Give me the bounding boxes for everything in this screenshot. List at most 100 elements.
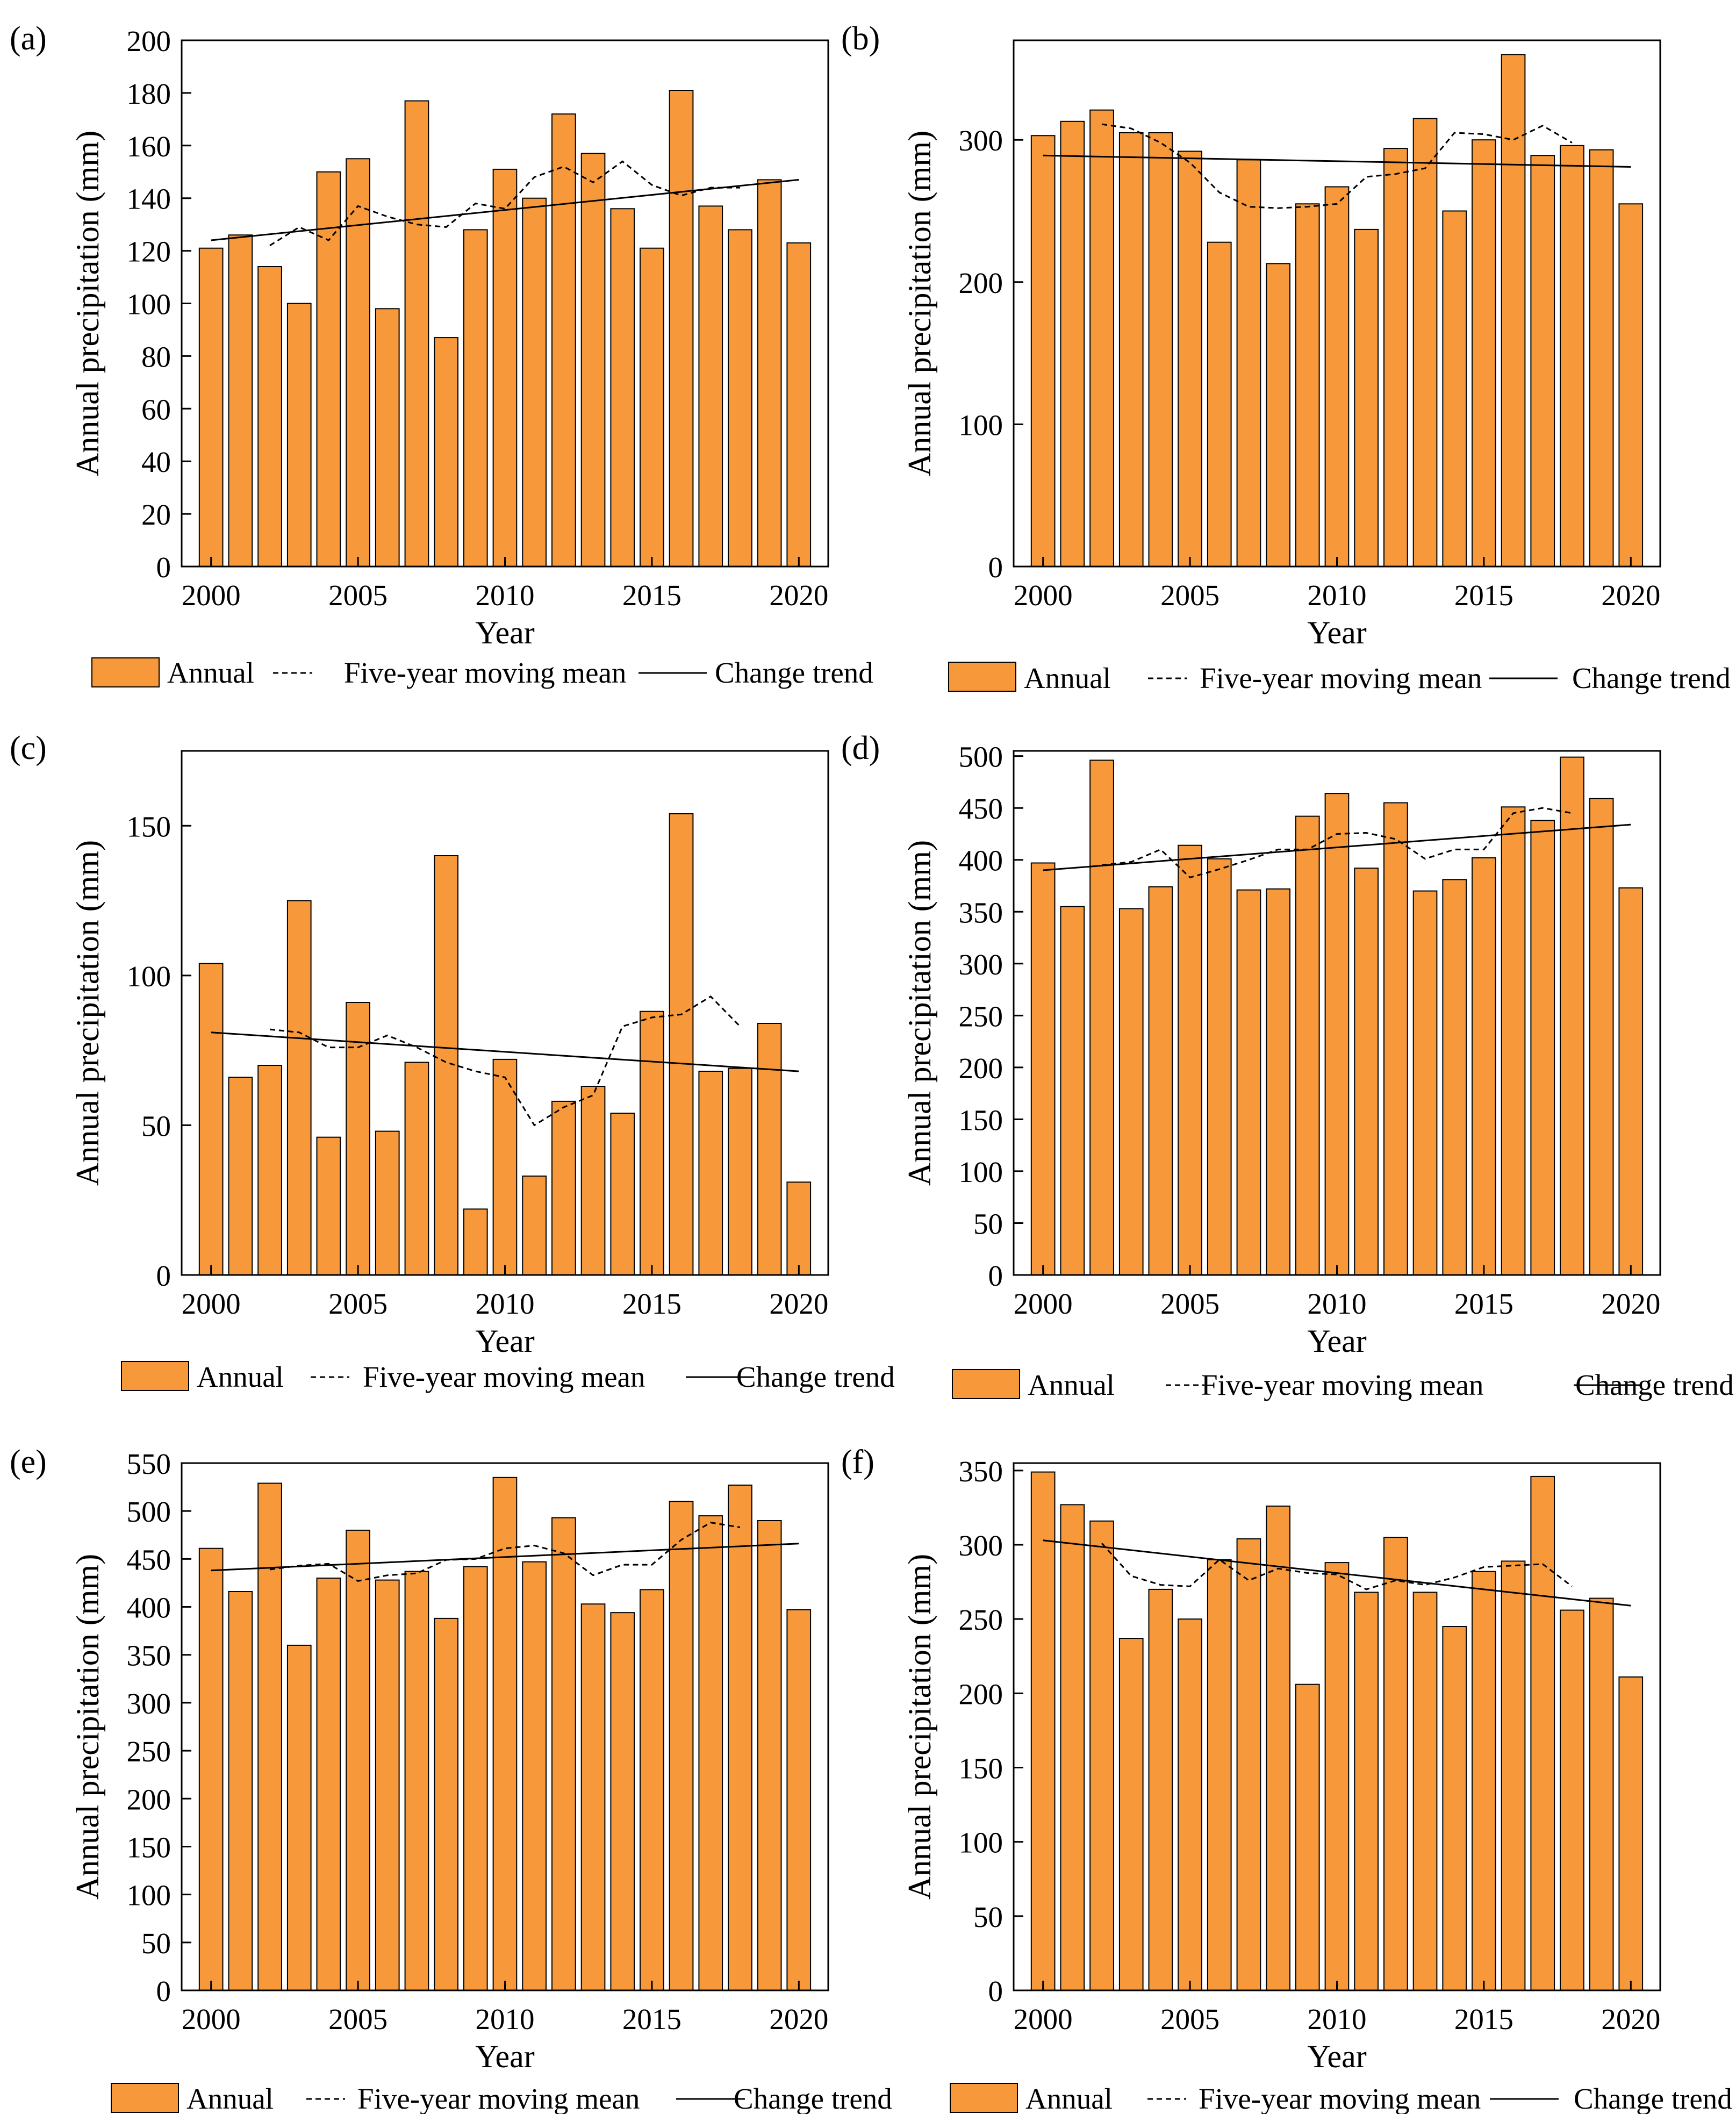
y-tick-label: 300 xyxy=(127,1687,171,1720)
y-axis-title: Annual precipitation (mm) xyxy=(902,1554,937,1900)
bar xyxy=(1207,1559,1232,1991)
y-axis-title: Annual precipitation (mm) xyxy=(70,840,105,1186)
x-tick-label: 2000 xyxy=(182,2003,241,2036)
moving-mean-line xyxy=(1101,807,1573,879)
bar xyxy=(198,1547,224,1991)
bar xyxy=(404,100,429,568)
legend-annual-swatch xyxy=(950,2083,1018,2113)
bar xyxy=(1178,151,1202,567)
y-tick-label: 400 xyxy=(127,1592,171,1624)
y-tick-label: 350 xyxy=(959,896,1003,929)
bar xyxy=(1178,1618,1202,1991)
chart-panel: (a) 0 20 40 60 80 100 120 140 160 180 200 2000 2005 20… xyxy=(10,20,873,689)
legend-annual-label: Annual xyxy=(1025,2082,1113,2114)
y-tick-label: 150 xyxy=(959,1103,1003,1136)
x-tick-label: 2020 xyxy=(769,2003,828,2036)
bar xyxy=(522,197,547,567)
bar xyxy=(698,1515,723,1991)
x-tick-label: 2010 xyxy=(1308,2003,1367,2036)
bar xyxy=(1148,886,1173,1275)
legend-moving-mean-label: Five-year moving mean xyxy=(1201,1368,1483,1401)
trend-line xyxy=(211,178,799,241)
y-tick-label: 150 xyxy=(959,1752,1003,1785)
x-tick-label: 2010 xyxy=(1308,1287,1367,1320)
bar xyxy=(434,1617,458,1991)
bar xyxy=(1089,109,1114,567)
y-tick-label: 160 xyxy=(127,130,171,163)
bar xyxy=(434,337,458,567)
panel-label: (b) xyxy=(841,20,880,57)
y-tick-label: 200 xyxy=(959,1678,1003,1710)
bar xyxy=(1412,118,1438,567)
y-tick-label: 100 xyxy=(127,1879,171,1912)
bar xyxy=(786,1609,812,1991)
x-tick-label: 2000 xyxy=(182,1287,241,1320)
chart-panel: (b) 0 100 200 300 2000 2005 2010 2015 2020 Year Ann… xyxy=(841,20,1731,694)
bar xyxy=(1501,806,1526,1276)
legend: Annual Five-year moving mean Change trend xyxy=(948,662,1731,694)
y-tick-label: 0 xyxy=(988,1975,1003,2008)
x-tick-label: 2005 xyxy=(1160,1287,1219,1320)
panel-label: (a) xyxy=(10,20,47,57)
y-axis-title: Annual precipitation (mm) xyxy=(70,1554,105,1900)
bar xyxy=(1324,186,1350,567)
bar xyxy=(580,1603,606,1991)
y-tick-label: 200 xyxy=(959,267,1003,299)
bar xyxy=(492,1477,518,1991)
y-tick-label: 200 xyxy=(127,1783,171,1816)
legend-moving-mean-label: Five-year moving mean xyxy=(357,2082,640,2114)
y-tick-label: 450 xyxy=(959,792,1003,825)
bar xyxy=(728,229,752,567)
legend-moving-mean-label: Five-year moving mean xyxy=(344,656,626,689)
bar xyxy=(375,308,400,567)
trend-line xyxy=(1043,154,1631,168)
bar xyxy=(610,1612,635,1991)
legend-annual-swatch xyxy=(111,2083,179,2113)
bar xyxy=(1501,1560,1526,1991)
x-tick-label: 2015 xyxy=(1454,579,1513,612)
bar xyxy=(728,1067,752,1275)
bar xyxy=(316,1578,341,1991)
x-tick-label: 2005 xyxy=(328,1287,388,1320)
bar xyxy=(346,1529,370,1991)
panel-label: (d) xyxy=(841,730,880,766)
y-tick-label: 120 xyxy=(127,235,171,268)
y-tick-label: 50 xyxy=(141,1109,171,1142)
bar xyxy=(1178,844,1202,1275)
x-axis-title: Year xyxy=(475,1323,535,1359)
bar xyxy=(228,1077,253,1276)
bar xyxy=(640,247,664,567)
trend-line xyxy=(211,1031,799,1072)
x-tick-label: 2015 xyxy=(622,579,682,612)
bar xyxy=(669,90,694,567)
y-tick-label: 150 xyxy=(127,810,171,843)
legend-trend-label: Change trend xyxy=(734,2082,892,2114)
bar xyxy=(1442,210,1467,567)
legend-trend-label: Change trend xyxy=(1572,662,1731,694)
bar xyxy=(1236,889,1261,1275)
y-tick-label: 250 xyxy=(959,1603,1003,1636)
bar xyxy=(698,205,723,567)
bar xyxy=(522,1561,547,1991)
bar xyxy=(1089,1520,1114,1991)
y-tick-label: 0 xyxy=(988,1259,1003,1292)
bar xyxy=(698,1071,723,1275)
bar xyxy=(1560,756,1584,1275)
legend-annual-swatch xyxy=(91,657,160,687)
bar xyxy=(463,1208,488,1275)
bar xyxy=(1266,263,1291,567)
bar xyxy=(1236,1538,1261,1991)
x-tick-label: 2005 xyxy=(1160,579,1219,612)
bar xyxy=(1324,1562,1350,1991)
y-tick-label: 200 xyxy=(959,1052,1003,1085)
bar xyxy=(1472,1571,1496,1991)
bar xyxy=(1324,793,1350,1275)
bar xyxy=(257,1065,282,1275)
x-tick-label: 2010 xyxy=(476,1287,535,1320)
bar xyxy=(257,1482,282,1991)
bar xyxy=(610,1113,635,1276)
moving-mean-line xyxy=(1101,123,1573,209)
x-tick-label: 2020 xyxy=(1601,2003,1660,2036)
y-tick-label: 150 xyxy=(127,1831,171,1864)
bar xyxy=(786,242,812,567)
